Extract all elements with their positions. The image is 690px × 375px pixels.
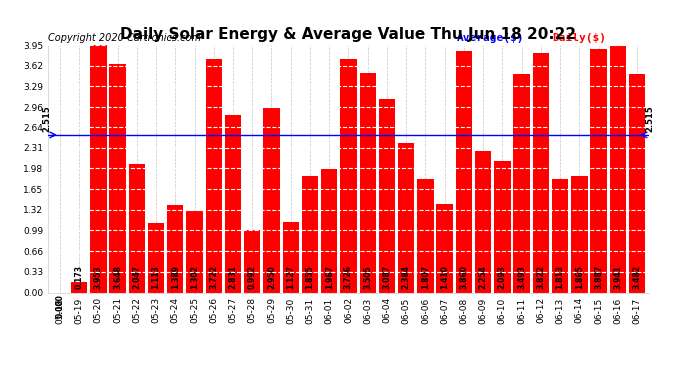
Text: 0.992: 0.992	[248, 266, 257, 290]
Bar	[71, 282, 87, 292]
Bar	[610, 46, 626, 292]
Text: 1.389: 1.389	[171, 266, 180, 290]
Text: 3.822: 3.822	[536, 266, 545, 290]
Bar	[186, 211, 203, 292]
Text: 3.482: 3.482	[633, 266, 642, 290]
Bar	[321, 169, 337, 292]
Text: 1.302: 1.302	[190, 266, 199, 290]
Text: 1.113: 1.113	[152, 266, 161, 290]
Text: 1.813: 1.813	[555, 266, 564, 290]
Text: 2.254: 2.254	[479, 266, 488, 290]
Bar	[533, 53, 549, 292]
Text: 1.865: 1.865	[575, 266, 584, 290]
Text: 3.726: 3.726	[344, 266, 353, 290]
Text: Copyright 2020 Cartronics.com: Copyright 2020 Cartronics.com	[48, 33, 201, 42]
Bar	[475, 151, 491, 292]
Bar	[302, 176, 318, 292]
Text: 1.855: 1.855	[306, 266, 315, 290]
Bar	[244, 230, 260, 292]
Text: 3.087: 3.087	[382, 265, 391, 290]
Text: 3.860: 3.860	[460, 266, 469, 290]
Text: 2.950: 2.950	[267, 266, 276, 290]
Text: 1.807: 1.807	[421, 265, 430, 290]
Bar	[417, 179, 433, 292]
Bar	[90, 45, 106, 292]
Text: 1.127: 1.127	[286, 266, 295, 290]
Text: 1.967: 1.967	[325, 266, 334, 290]
Bar	[455, 51, 472, 292]
Text: 3.953: 3.953	[94, 266, 103, 290]
Text: 3.505: 3.505	[363, 266, 372, 290]
Bar	[340, 59, 357, 292]
Bar	[552, 179, 569, 292]
Title: Daily Solar Energy & Average Value Thu Jun 18 20:22: Daily Solar Energy & Average Value Thu J…	[120, 27, 577, 42]
Bar	[379, 99, 395, 292]
Text: Daily($): Daily($)	[553, 33, 607, 42]
Bar	[128, 164, 145, 292]
Text: 1.410: 1.410	[440, 266, 449, 290]
Text: 3.493: 3.493	[517, 266, 526, 290]
Text: 3.941: 3.941	[613, 266, 622, 290]
Bar	[110, 64, 126, 292]
Text: 2.047: 2.047	[132, 266, 141, 290]
Bar	[513, 74, 530, 292]
Bar	[359, 73, 376, 292]
Text: 3.648: 3.648	[113, 266, 122, 290]
Text: 2.515: 2.515	[645, 105, 654, 132]
Bar	[206, 59, 222, 292]
Text: 3.887: 3.887	[594, 265, 603, 290]
Bar	[591, 49, 607, 292]
Bar	[167, 206, 184, 292]
Bar	[264, 108, 279, 292]
Text: Average($): Average($)	[457, 33, 524, 42]
Bar	[629, 74, 645, 292]
Bar	[282, 222, 299, 292]
Bar	[398, 143, 415, 292]
Text: 2.093: 2.093	[498, 266, 507, 290]
Text: 3.722: 3.722	[209, 266, 218, 290]
Text: 2.515: 2.515	[43, 105, 52, 132]
Bar	[148, 223, 164, 292]
Bar	[571, 176, 587, 292]
Text: 2.384: 2.384	[402, 266, 411, 290]
Bar	[494, 161, 511, 292]
Bar	[225, 115, 241, 292]
Text: 0.000: 0.000	[55, 294, 64, 318]
Bar	[437, 204, 453, 292]
Text: 2.831: 2.831	[228, 266, 237, 290]
Text: 0.173: 0.173	[75, 266, 83, 290]
